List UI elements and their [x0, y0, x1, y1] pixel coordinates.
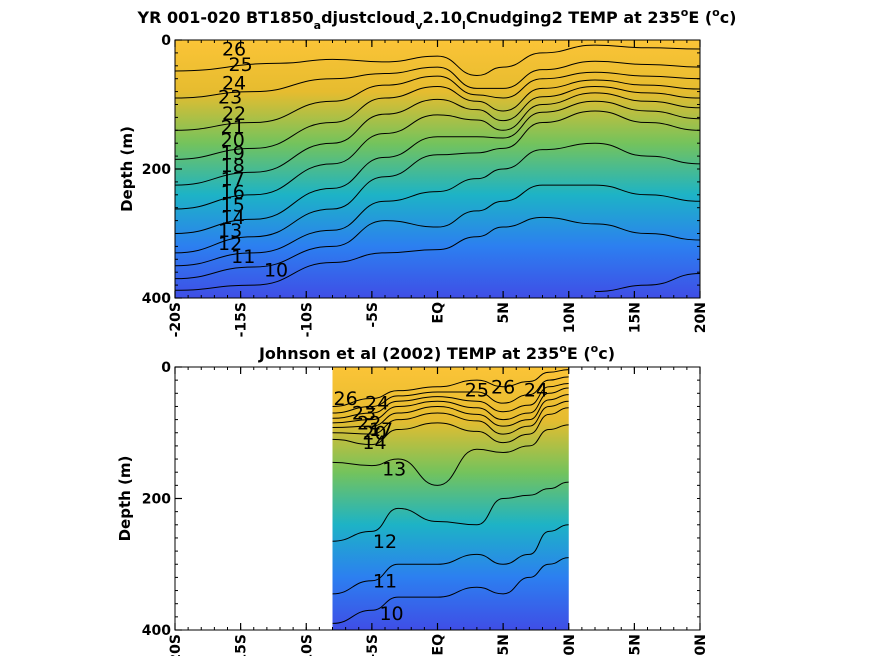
isotherm-26	[175, 44, 700, 76]
x-tick-label: 20N	[693, 634, 709, 656]
isotherm-18	[175, 85, 700, 186]
x-tick-label: -5S	[365, 634, 381, 656]
contour-label: 25	[229, 54, 253, 76]
isotherm-11	[175, 184, 700, 280]
y-tick-label: 400	[142, 291, 171, 307]
contour-label: 23	[352, 403, 376, 425]
isotherms	[175, 44, 700, 293]
contour-label: 24	[524, 380, 548, 402]
x-tick-label: 10N	[562, 634, 578, 656]
y-tick-label: 0	[161, 33, 171, 49]
isotherm-10	[175, 216, 700, 291]
isotherm-24	[175, 60, 700, 99]
contour-label: 11	[373, 570, 397, 592]
contour-label: 26	[334, 388, 358, 410]
contour-label: 20	[362, 422, 386, 444]
y-axis-label: Depth (m)	[118, 126, 136, 212]
x-tick-label: -20S	[168, 302, 184, 337]
contour-label: 22	[357, 412, 381, 434]
isotherms	[332, 369, 569, 624]
contour-label: 11	[231, 246, 255, 268]
contour-label: 13	[382, 458, 406, 480]
y-axis-label: Depth (m)	[116, 456, 134, 542]
x-tick-label: 15N	[627, 302, 643, 333]
x-tick-label: -10S	[299, 634, 315, 656]
isotherm-11	[332, 524, 569, 595]
contour-label: 23	[218, 86, 242, 108]
x-tick-label: 5N	[496, 634, 512, 655]
x-tick-label: 10N	[562, 302, 578, 333]
contour-label: 20	[221, 129, 245, 151]
isotherm-16	[332, 400, 569, 435]
contour-label: 22	[222, 103, 246, 125]
contour-label: 13	[218, 220, 242, 242]
isotherm-16	[175, 92, 700, 210]
isotherm-14	[332, 407, 569, 446]
isotherm-10	[332, 557, 569, 624]
isotherm-26	[332, 369, 569, 407]
contour-label: 15	[221, 194, 245, 216]
contour-label: 16	[221, 181, 245, 203]
x-tick-label: -15S	[234, 302, 250, 337]
contour-label: 14	[221, 207, 245, 229]
x-tick-label: -20S	[168, 634, 184, 656]
x-tick-label: -10S	[299, 302, 315, 337]
chart-title: Johnson et al (2002) TEMP at 235oE (oc)	[258, 342, 615, 363]
isotherm-22	[332, 382, 569, 419]
x-tick-label: 15N	[627, 634, 643, 656]
y-tick-label: 0	[161, 360, 171, 376]
isotherm-22	[175, 71, 700, 131]
isotherm-20	[175, 79, 700, 160]
contour-label: 18	[221, 155, 245, 177]
isotherm-12	[175, 142, 700, 267]
isotherm-20	[332, 387, 569, 424]
y-tick-label: 200	[142, 162, 171, 178]
x-tick-label: EQ	[431, 634, 447, 656]
temperature-field	[332, 367, 569, 630]
isotherm-9	[594, 272, 700, 293]
isotherm-24	[332, 376, 569, 414]
contour-label: 10	[379, 603, 403, 625]
x-tick-label: 20N	[693, 302, 709, 333]
contour-label: 12	[218, 233, 242, 255]
isotherm-12	[332, 481, 569, 542]
contour-label: 26	[491, 376, 515, 398]
y-tick-label: 400	[142, 623, 171, 639]
contour-label: 10	[264, 259, 288, 281]
x-tick-label: 5N	[496, 302, 512, 323]
x-tick-label: -5S	[365, 302, 381, 328]
y-tick-label: 200	[142, 492, 171, 508]
contour-label: 14	[362, 432, 386, 454]
isotherm-13	[332, 424, 569, 486]
x-tick-label: EQ	[431, 302, 447, 324]
x-tick-label: -15S	[234, 634, 250, 656]
contour-label: 17	[221, 169, 245, 191]
temperature-field	[175, 40, 700, 298]
contour-label: 12	[373, 531, 397, 553]
contour-label: 24	[365, 393, 389, 415]
isotherm-14	[175, 100, 700, 234]
isotherm-18	[332, 394, 569, 428]
contour-label: 25	[465, 380, 489, 402]
contour-label: 21	[221, 117, 245, 139]
contour-label: 17	[369, 419, 393, 441]
contour-label: 24	[222, 72, 246, 94]
isotherm-13	[175, 110, 700, 254]
contour-label: 19	[221, 142, 245, 164]
chart-title: YR 001-020 BT1850adjustcloudv2.10lCnudgi…	[137, 6, 737, 32]
